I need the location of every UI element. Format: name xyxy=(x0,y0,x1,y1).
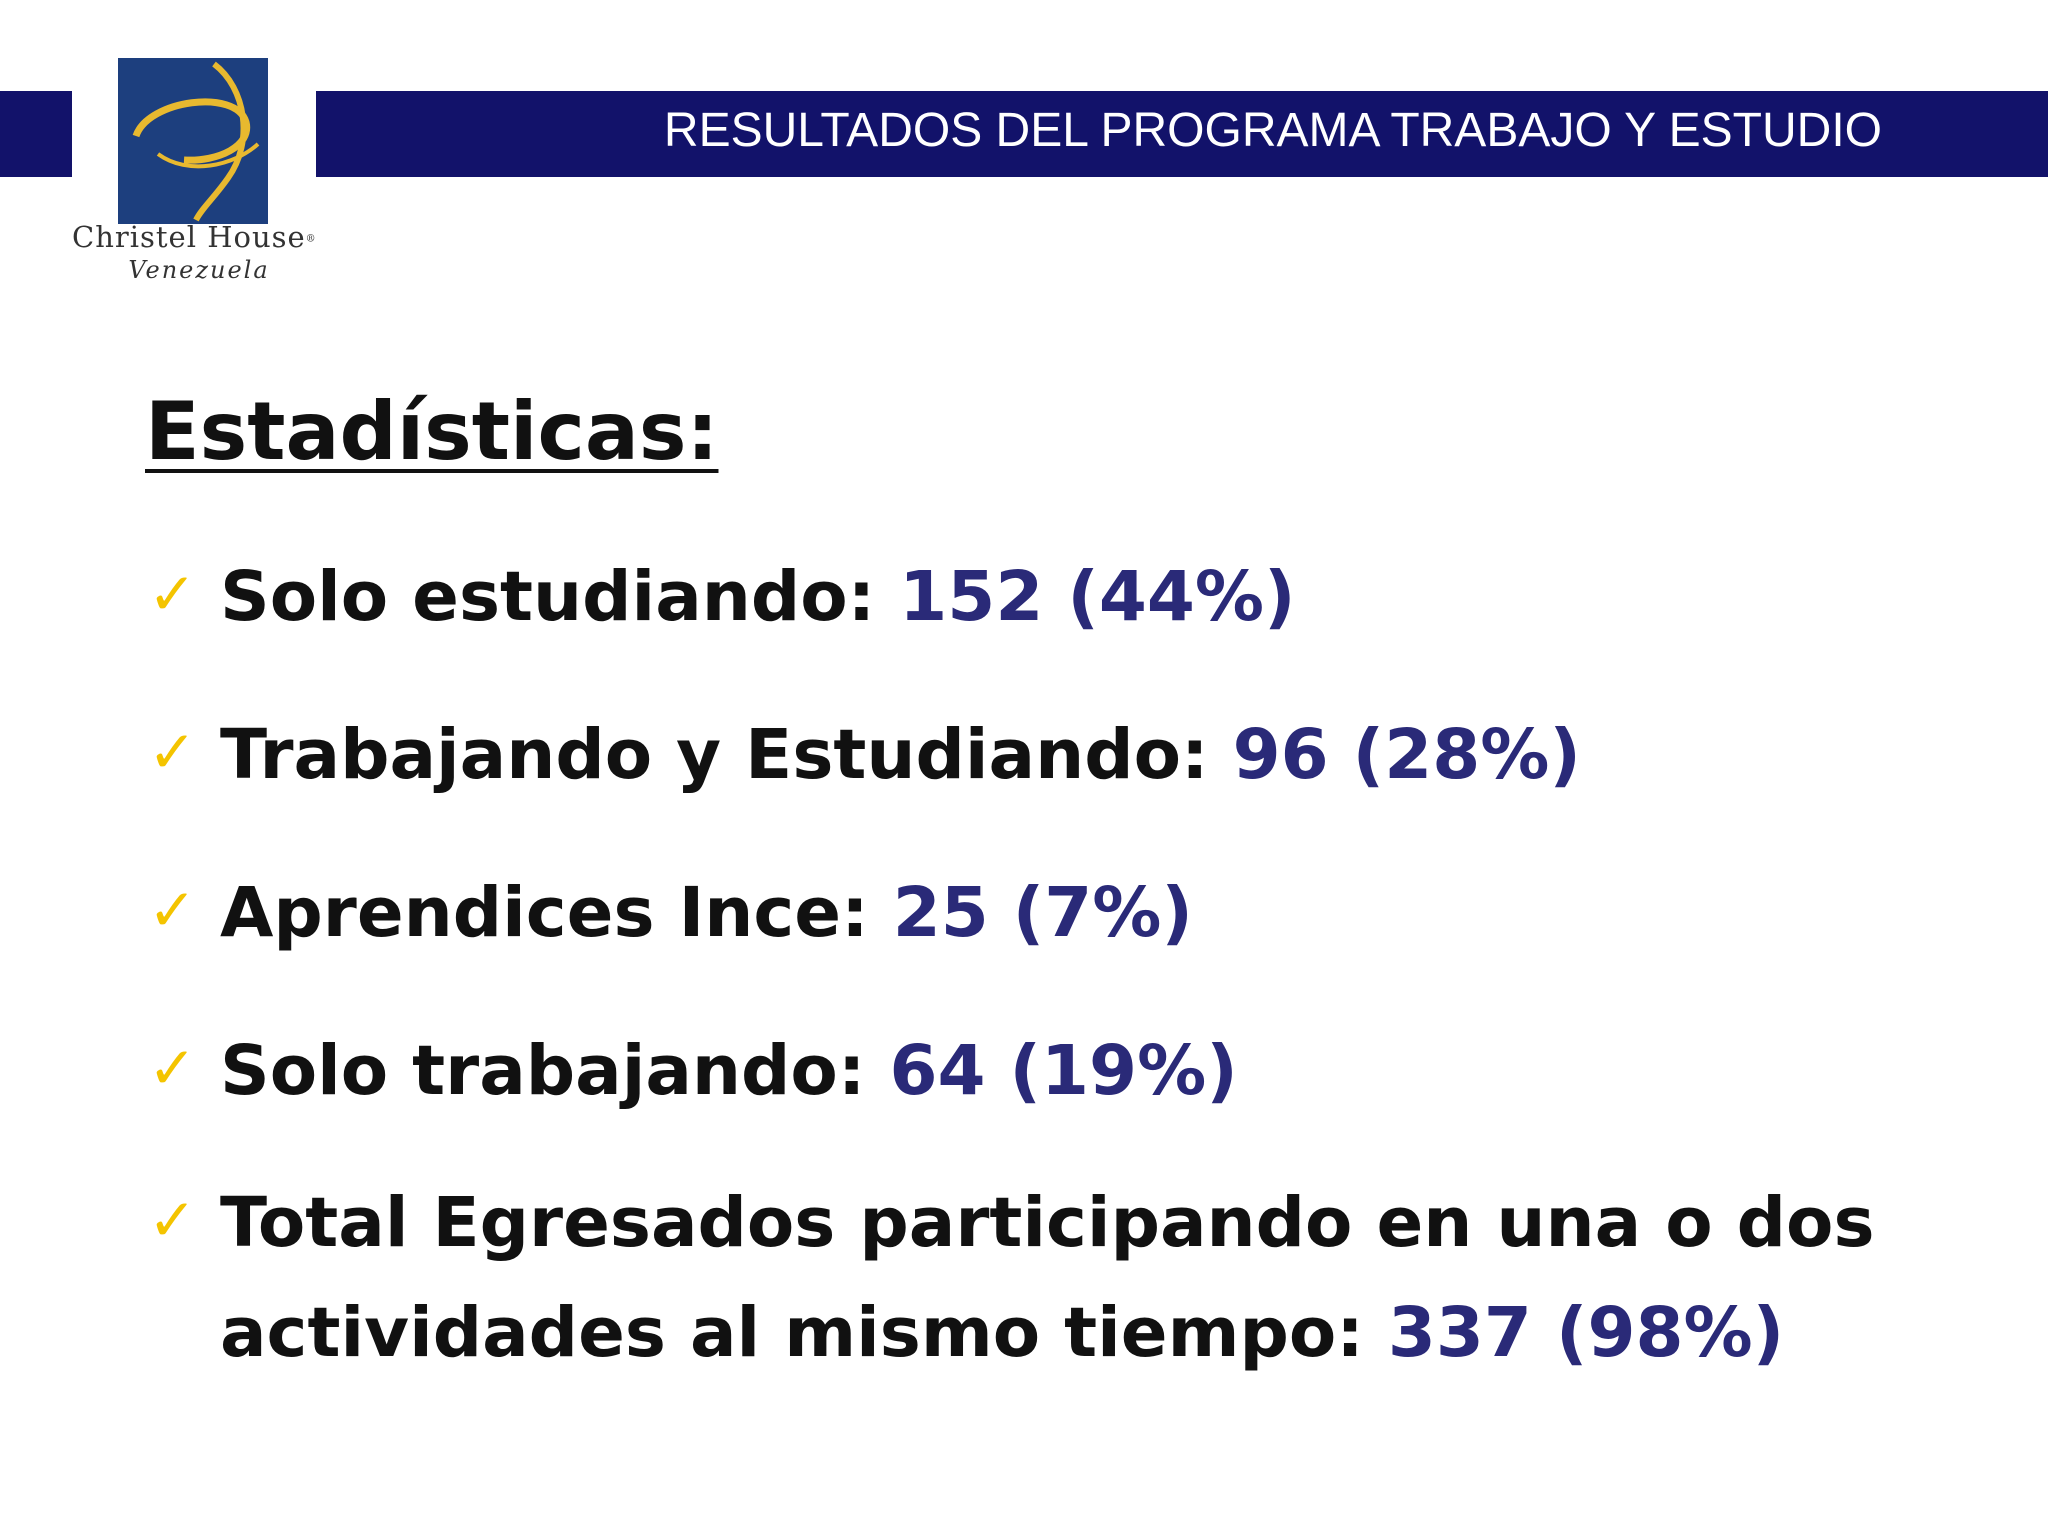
checkmark-icon: ✓ xyxy=(148,1186,197,1254)
stat-item: ✓ Solo trabajando: 64 (19%) xyxy=(148,1031,1238,1111)
stat-label: Solo estudiando: xyxy=(220,557,876,637)
logo-name: Christel House® xyxy=(72,220,317,254)
stat-label: Solo trabajando: xyxy=(220,1031,866,1111)
checkmark-icon: ✓ xyxy=(148,560,197,628)
stat-item: ✓ Solo estudiando: 152 (44%) xyxy=(148,557,1296,637)
stat-value: 96 (28%) xyxy=(1232,715,1581,795)
stat-item: ✓ Trabajando y Estudiando: 96 (28%) xyxy=(148,715,1581,795)
christel-house-logo: Christel House® Venezuela xyxy=(72,58,316,288)
stat-item: ✓ Aprendices Ince: 25 (7%) xyxy=(148,873,1193,953)
stat-value: 25 (7%) xyxy=(892,873,1193,953)
stat-label-line2: actividades al mismo tiempo: xyxy=(220,1292,1364,1373)
checkmark-icon: ✓ xyxy=(148,876,197,944)
header-bar: RESULTADOS DEL PROGRAMA TRABAJO Y ESTUDI… xyxy=(316,91,2048,177)
stat-item-total: ✓ Total Egresados participando en una o d… xyxy=(148,1183,1875,1373)
stat-value: 152 (44%) xyxy=(899,557,1296,637)
logo-emblem xyxy=(118,58,268,224)
globe-swoosh-icon xyxy=(132,61,260,222)
logo-subtitle: Venezuela xyxy=(128,256,270,284)
stat-value: 64 (19%) xyxy=(889,1031,1238,1111)
header-bar-left xyxy=(0,91,72,177)
checkmark-icon: ✓ xyxy=(148,1034,197,1102)
stat-label-line1: Total Egresados participando en una o do… xyxy=(220,1183,1875,1263)
stat-label: Trabajando y Estudiando: xyxy=(220,715,1209,795)
stat-value: 337 (98%) xyxy=(1387,1292,1785,1373)
stat-label: Aprendices Ince: xyxy=(220,873,869,953)
slide-title: RESULTADOS DEL PROGRAMA TRABAJO Y ESTUDI… xyxy=(663,104,1882,157)
section-title: Estadísticas: xyxy=(145,385,719,478)
checkmark-icon: ✓ xyxy=(148,718,197,786)
